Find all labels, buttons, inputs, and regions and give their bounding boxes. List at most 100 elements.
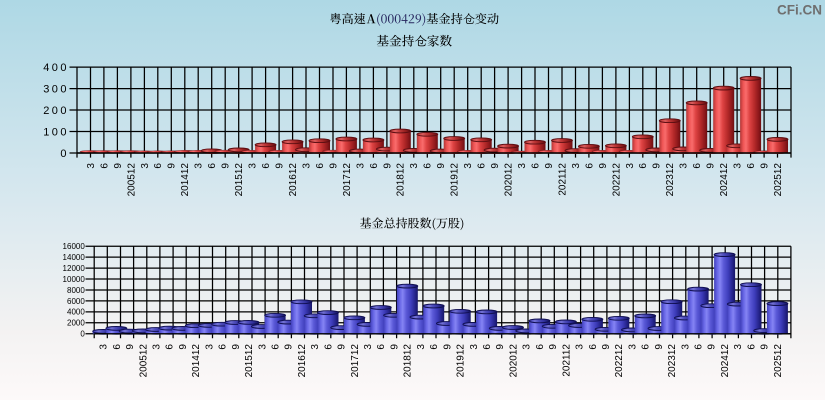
svg-text:6: 6	[423, 163, 434, 169]
svg-text:202312: 202312	[667, 344, 678, 378]
svg-text:0: 0	[60, 148, 66, 160]
svg-text:9: 9	[231, 344, 242, 350]
svg-text:201612: 201612	[297, 344, 308, 378]
svg-text:202512: 202512	[773, 344, 784, 378]
svg-text:202512: 202512	[773, 163, 784, 197]
svg-text:3: 3	[522, 344, 533, 350]
svg-text:9: 9	[598, 163, 609, 169]
svg-text:6: 6	[369, 163, 380, 169]
svg-text:6: 6	[641, 344, 652, 350]
svg-text:6000: 6000	[67, 297, 85, 306]
svg-text:202112: 202112	[561, 344, 572, 377]
svg-text:6: 6	[530, 163, 541, 169]
svg-text:4000: 4000	[67, 308, 85, 317]
svg-text:3: 3	[152, 344, 163, 350]
svg-text:202212: 202212	[614, 344, 625, 378]
svg-text:9: 9	[221, 163, 232, 169]
svg-text:3: 3	[625, 163, 636, 169]
svg-text:9: 9	[382, 163, 393, 169]
svg-text:9: 9	[548, 344, 559, 350]
svg-text:202012: 202012	[504, 163, 515, 197]
svg-text:9: 9	[707, 344, 718, 350]
svg-text:0: 0	[80, 330, 85, 339]
svg-text:3: 3	[416, 344, 427, 350]
svg-text:6: 6	[429, 344, 440, 350]
svg-text:202112: 202112	[557, 163, 568, 196]
svg-text:6: 6	[588, 344, 599, 350]
svg-text:6: 6	[746, 344, 757, 350]
svg-text:9: 9	[654, 344, 665, 350]
svg-text:201712: 201712	[342, 163, 353, 197]
svg-text:3: 3	[86, 163, 97, 169]
svg-text:6: 6	[692, 163, 703, 169]
svg-text:200512: 200512	[138, 344, 149, 378]
svg-text:9: 9	[706, 163, 717, 169]
svg-text:6: 6	[261, 163, 272, 169]
svg-text:6: 6	[153, 163, 164, 169]
svg-text:9: 9	[760, 344, 771, 350]
svg-text:3: 3	[301, 163, 312, 169]
svg-text:201512: 201512	[244, 344, 255, 378]
svg-text:200: 200	[43, 105, 66, 117]
svg-text:3: 3	[680, 344, 691, 350]
svg-text:201912: 201912	[456, 344, 467, 378]
svg-text:9: 9	[760, 163, 771, 169]
svg-text:6: 6	[207, 163, 218, 169]
svg-text:6: 6	[584, 163, 595, 169]
svg-text:9: 9	[284, 344, 295, 350]
svg-text:201412: 201412	[191, 344, 202, 378]
svg-text:9: 9	[442, 344, 453, 350]
svg-text:3: 3	[627, 344, 638, 350]
svg-text:100: 100	[43, 127, 66, 139]
svg-text:6: 6	[638, 163, 649, 169]
svg-text:201612: 201612	[288, 163, 299, 197]
svg-text:200512: 200512	[126, 163, 137, 197]
svg-text:3: 3	[679, 163, 690, 169]
svg-text:3: 3	[99, 344, 110, 350]
svg-text:9: 9	[113, 163, 124, 169]
svg-text:9: 9	[125, 344, 136, 350]
svg-text:202212: 202212	[611, 163, 622, 197]
svg-text:9: 9	[495, 344, 506, 350]
svg-text:6: 6	[376, 344, 387, 350]
svg-text:6: 6	[694, 344, 705, 350]
svg-text:201812: 201812	[396, 163, 407, 197]
svg-text:14000: 14000	[63, 253, 86, 262]
svg-text:6: 6	[323, 344, 334, 350]
svg-text:3: 3	[733, 344, 744, 350]
svg-text:6: 6	[482, 344, 493, 350]
svg-text:202412: 202412	[719, 163, 730, 197]
svg-text:3: 3	[310, 344, 321, 350]
svg-text:3: 3	[517, 163, 528, 169]
svg-text:9: 9	[390, 344, 401, 350]
svg-text:9: 9	[544, 163, 555, 169]
svg-text:2000: 2000	[67, 319, 85, 328]
svg-text:6: 6	[271, 344, 282, 350]
svg-text:201512: 201512	[234, 163, 245, 197]
svg-text:3: 3	[575, 344, 586, 350]
svg-text:3: 3	[733, 163, 744, 169]
svg-text:201412: 201412	[180, 163, 191, 197]
svg-text:6: 6	[218, 344, 229, 350]
svg-text:202312: 202312	[665, 163, 676, 197]
svg-text:6: 6	[315, 163, 326, 169]
svg-text:9: 9	[601, 344, 612, 350]
svg-text:3: 3	[140, 163, 151, 169]
svg-text:201712: 201712	[350, 344, 361, 378]
svg-text:3: 3	[204, 344, 215, 350]
svg-text:9: 9	[436, 163, 447, 169]
svg-text:9: 9	[178, 344, 189, 350]
svg-text:202412: 202412	[720, 344, 731, 378]
svg-text:3: 3	[355, 163, 366, 169]
svg-text:9: 9	[337, 344, 348, 350]
svg-text:3: 3	[463, 163, 474, 169]
svg-text:9: 9	[490, 163, 501, 169]
svg-text:3: 3	[571, 163, 582, 169]
svg-text:3: 3	[469, 344, 480, 350]
svg-text:10000: 10000	[63, 275, 86, 284]
svg-text:8000: 8000	[67, 286, 85, 295]
svg-text:9: 9	[652, 163, 663, 169]
svg-text:3: 3	[194, 163, 205, 169]
svg-text:9: 9	[275, 163, 286, 169]
svg-text:6: 6	[99, 163, 110, 169]
